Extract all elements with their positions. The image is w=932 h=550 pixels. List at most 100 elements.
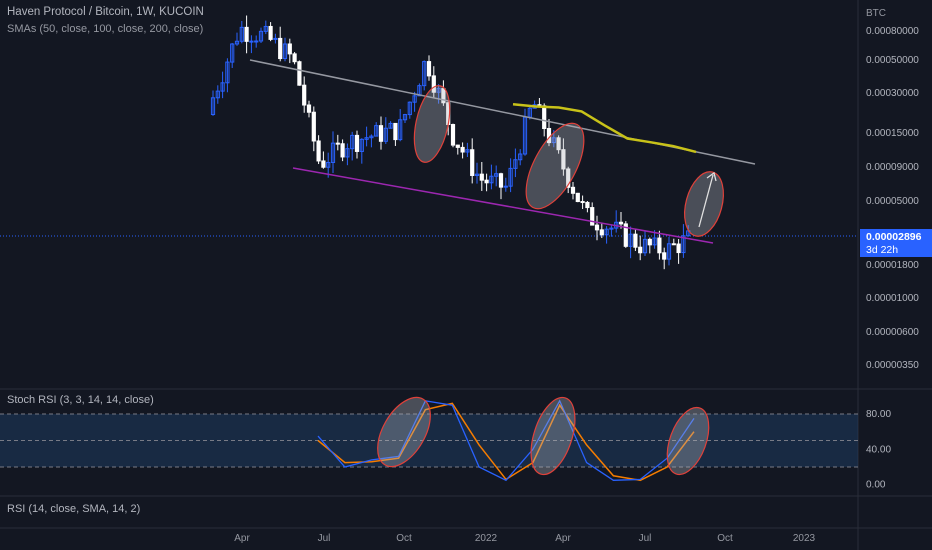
candle-body (666, 243, 672, 260)
symbol-title[interactable]: Haven Protocol / Bitcoin, 1W, KUCOIN (7, 6, 204, 18)
candle-body (542, 105, 547, 130)
candle-body (441, 88, 446, 104)
candle-body (417, 85, 422, 97)
price-tick-label: 0.00050000 (866, 55, 919, 66)
time-tick-label: 2023 (793, 533, 816, 544)
candle-body (436, 88, 441, 93)
candle-body (474, 173, 480, 176)
candle-body (364, 137, 369, 140)
price-tick-label: 0.00009000 (866, 162, 919, 173)
candle-body (244, 26, 249, 42)
candle-body (292, 53, 297, 63)
candle-body (642, 238, 648, 254)
candle-body (580, 201, 585, 204)
sma-line (512, 102, 697, 154)
time-tick-label: 2022 (475, 533, 498, 544)
time-tick-label: Jul (318, 533, 331, 544)
candle-body (220, 82, 225, 92)
candle-body (575, 192, 580, 203)
candle-body (350, 134, 355, 150)
candle-body (570, 186, 576, 194)
lower-trendline (292, 167, 714, 244)
price-tick-label: 0.00000350 (866, 360, 919, 371)
current-price-value: 0.00002896 (866, 231, 922, 243)
stoch-rsi-title[interactable]: Stoch RSI (3, 3, 14, 14, close) (7, 394, 154, 406)
candle-body (412, 95, 417, 103)
candle-body (628, 233, 633, 247)
candle-body (398, 119, 403, 141)
candle-body (455, 144, 460, 148)
candle-body (652, 237, 657, 246)
candle-body (647, 238, 652, 246)
candle-body (378, 125, 384, 142)
candle-body (551, 137, 556, 144)
stoch-tick-label: 80.00 (866, 409, 891, 420)
candle-body (657, 237, 662, 254)
candle-body (316, 140, 321, 162)
price-tick-label: 0.00000600 (866, 327, 919, 338)
candle-body (638, 246, 643, 254)
candle-body (479, 173, 484, 181)
candle-body (518, 153, 523, 161)
candle-body (234, 40, 240, 45)
candle-body (590, 207, 595, 226)
current-price-badge: 0.00002896 3d 22h (860, 229, 932, 257)
indicator-legend[interactable]: SMAs (50, close, 100, close, 200, close) (7, 23, 204, 35)
candle-body (321, 160, 326, 168)
candle-body (354, 134, 360, 152)
candle-body (302, 84, 307, 106)
candle-body (388, 122, 393, 129)
candle-body (330, 142, 336, 163)
candle-body (287, 43, 292, 55)
rsi-title[interactable]: RSI (14, close, SMA, 14, 2) (7, 503, 141, 515)
candle-body (393, 122, 398, 141)
highlight-ellipse (525, 122, 585, 210)
candle-body (681, 235, 686, 254)
stoch-tick-label: 0.00 (866, 480, 886, 491)
stoch-highlight-ellipse (530, 396, 576, 476)
stoch-tick-label: 40.00 (866, 444, 891, 455)
time-tick-label: Oct (396, 533, 412, 544)
candle-body (604, 228, 609, 236)
candle-body (340, 143, 345, 158)
candle-body (273, 37, 278, 40)
price-tick-label: 0.00001000 (866, 293, 919, 304)
candles-group (210, 15, 691, 270)
candle-body (450, 124, 456, 146)
candle-body (484, 179, 489, 184)
candle-body (249, 40, 254, 43)
candle-body (407, 101, 412, 116)
candle-body (599, 229, 604, 236)
candle-body (508, 167, 513, 187)
time-tick-label: Oct (717, 533, 733, 544)
candle-body (326, 161, 331, 168)
candle-body (431, 75, 436, 93)
time-tick-label: Apr (234, 533, 250, 544)
time-tick-label: Jul (639, 533, 652, 544)
price-tick-label: 0.00080000 (866, 26, 919, 37)
candle-body (383, 127, 388, 142)
price-tick-label: 0.00001800 (866, 260, 919, 271)
candle-body (306, 104, 312, 113)
candle-body (359, 138, 364, 152)
price-tick-label: 0.00015000 (866, 128, 919, 139)
candle-body (503, 185, 508, 188)
candle-body (633, 233, 638, 248)
candle-body (258, 30, 264, 42)
candle-body (215, 90, 220, 99)
candle-body (556, 137, 561, 151)
candle-body (268, 25, 273, 40)
candle-body (676, 243, 681, 254)
candle-body (426, 61, 432, 77)
candle-body (498, 173, 504, 188)
highlight-ellipse (413, 85, 451, 163)
candle-body (422, 61, 427, 87)
candle-body (345, 148, 350, 158)
candle-body (671, 243, 676, 246)
candle-body (460, 146, 465, 153)
candle-body (494, 173, 499, 177)
candle-body (585, 201, 590, 209)
candle-body (662, 252, 667, 260)
